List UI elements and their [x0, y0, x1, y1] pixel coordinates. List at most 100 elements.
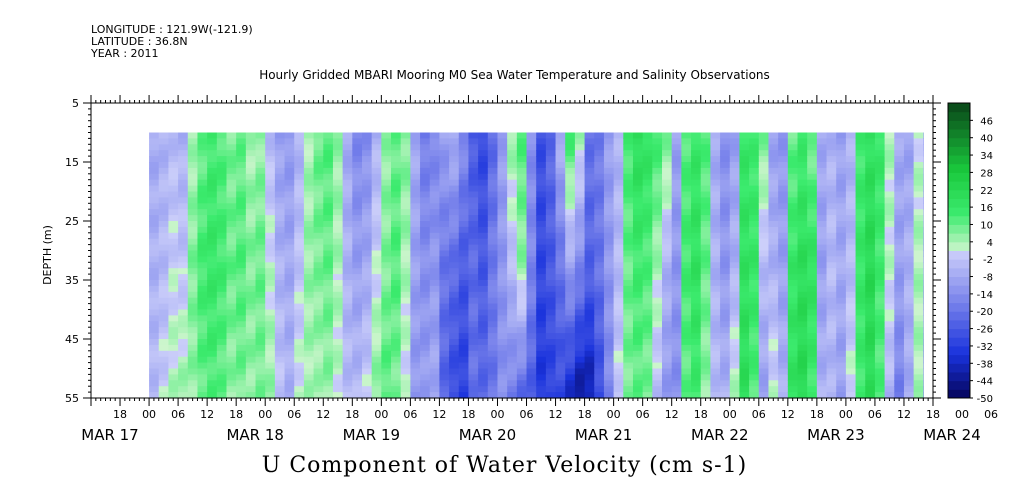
- heatmap-cell: [758, 297, 770, 305]
- heatmap-cell: [768, 380, 779, 387]
- heatmap-cell: [681, 185, 692, 193]
- heatmap-cell: [807, 280, 818, 287]
- heatmap-cell: [545, 374, 557, 381]
- heatmap-cell: [294, 144, 305, 151]
- heatmap-cell: [797, 179, 808, 187]
- heatmap-cell: [855, 179, 866, 187]
- heatmap-cell: [768, 268, 779, 275]
- heatmap-cell: [545, 179, 557, 187]
- heatmap-cell: [391, 392, 402, 399]
- heatmap-cell: [400, 321, 411, 328]
- heatmap-cell: [429, 386, 441, 393]
- heatmap-cell: [178, 244, 189, 252]
- heatmap-cell: [574, 232, 586, 240]
- heatmap-cell: [555, 244, 566, 252]
- heatmap-cell: [749, 226, 760, 234]
- heatmap-cell: [245, 226, 257, 234]
- heatmap-cell: [381, 285, 392, 293]
- heatmap-cell: [381, 185, 392, 193]
- heatmap-cell: [323, 209, 334, 216]
- heatmap-cell: [274, 333, 286, 340]
- x-tick-label: 18: [113, 408, 127, 421]
- heatmap-cell: [381, 327, 392, 334]
- heatmap-cell: [691, 344, 702, 352]
- heatmap-cell: [313, 144, 324, 151]
- heatmap-cell: [536, 350, 547, 358]
- colorbar-swatch: [948, 345, 970, 356]
- heatmap-cell: [749, 197, 760, 204]
- heatmap-cell: [874, 339, 886, 346]
- heatmap-cell: [178, 238, 189, 246]
- heatmap-cell: [681, 350, 692, 358]
- heatmap-cell: [313, 156, 324, 163]
- heatmap-cell: [149, 250, 160, 257]
- heatmap-cell: [497, 386, 508, 393]
- heatmap-cell: [342, 250, 353, 257]
- heatmap-cell: [400, 268, 411, 275]
- heatmap-cell: [739, 344, 750, 352]
- heatmap-cell: [884, 256, 895, 263]
- heatmap-cell: [342, 309, 353, 316]
- heatmap-cell: [903, 315, 915, 322]
- heatmap-cell: [294, 209, 305, 216]
- heatmap-cell: [903, 244, 915, 252]
- heatmap-cell: [536, 191, 547, 198]
- heatmap-cell: [787, 285, 799, 293]
- heatmap-cell: [478, 268, 489, 275]
- heatmap-cell: [274, 356, 286, 364]
- x-tick-label: 00: [723, 408, 737, 421]
- heatmap-cell: [710, 280, 721, 287]
- heatmap-cell: [178, 226, 189, 234]
- heatmap-cell: [652, 150, 663, 157]
- x-tick-label: 06: [984, 408, 998, 421]
- heatmap-cell: [681, 238, 692, 246]
- heatmap-cell: [371, 268, 382, 275]
- heatmap-cell: [642, 250, 653, 257]
- heatmap-cell: [816, 374, 828, 381]
- heatmap-cell: [720, 368, 731, 375]
- heatmap-cell: [787, 221, 799, 228]
- heatmap-cell: [381, 309, 392, 316]
- heatmap-cell: [826, 280, 837, 287]
- heatmap-cell: [197, 150, 208, 157]
- heatmap-cell: [545, 197, 557, 204]
- heatmap-cell: [371, 256, 382, 263]
- heatmap-cell: [826, 380, 837, 387]
- heatmap-cell: [274, 209, 286, 216]
- heatmap-cell: [903, 226, 915, 234]
- heatmap-cell: [710, 380, 721, 387]
- heatmap-cell: [168, 344, 179, 352]
- heatmap-cell: [565, 309, 576, 316]
- heatmap-cell: [197, 244, 208, 252]
- heatmap-cell: [468, 226, 479, 234]
- heatmap-cell: [884, 197, 895, 204]
- heatmap-cell: [449, 144, 460, 151]
- heatmap-cell: [516, 321, 528, 328]
- heatmap-cell: [778, 321, 789, 328]
- heatmap-cell: [729, 191, 741, 198]
- heatmap-cell: [361, 392, 373, 399]
- heatmap-cell: [903, 386, 915, 393]
- heatmap-cell: [681, 167, 692, 175]
- heatmap-cell: [487, 256, 499, 263]
- heatmap-cell: [652, 232, 663, 240]
- heatmap-cell: [923, 350, 924, 358]
- heatmap-cell: [478, 156, 489, 163]
- heatmap-cell: [913, 339, 924, 346]
- heatmap-cell: [865, 215, 876, 222]
- heatmap-cell: [274, 215, 286, 222]
- heatmap-cell: [671, 315, 682, 322]
- heatmap-cell: [400, 197, 411, 204]
- heatmap-cell: [507, 362, 518, 370]
- heatmap-cell: [700, 303, 711, 311]
- heatmap-cell: [429, 380, 441, 387]
- heatmap-cell: [371, 368, 382, 375]
- heatmap-cell: [303, 315, 315, 322]
- heatmap-cell: [516, 179, 528, 187]
- heatmap-cell: [652, 167, 663, 175]
- heatmap-cell: [371, 356, 382, 364]
- heatmap-cell: [497, 285, 508, 293]
- heatmap-cell: [874, 221, 886, 228]
- heatmap-cell: [313, 173, 324, 181]
- heatmap-cell: [323, 238, 334, 246]
